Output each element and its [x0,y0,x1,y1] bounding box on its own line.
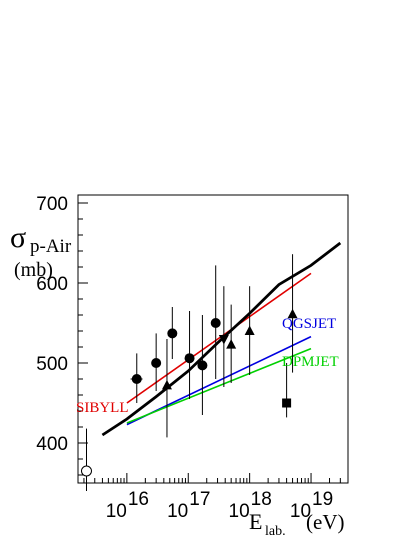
x-tick-exponent: 18 [251,489,272,510]
data-point-circle [210,265,221,379]
y-axis-unit: (mb) [14,259,53,281]
y-tick-label: 600 [36,274,68,295]
y-axis-symbol: σ [10,221,26,254]
y-ticks: 400 500 600 700 [36,194,88,476]
plot-frame [77,194,349,484]
curve-label-sibyll: SIBYLL [76,400,129,416]
x-tick-label: 10 [167,501,188,522]
curve-labels: SIBYLL QGSJET DPMJET [76,316,339,416]
marker-circle [184,353,195,364]
data-point-triangle-up [226,304,237,383]
marker-triangle-up [161,379,172,390]
curve-label-qgsjet: QGSJET [282,316,336,332]
x-tick-exponent: 16 [128,489,149,510]
data-point-triangle-up [287,254,298,373]
data-point-circle [184,311,195,399]
data-point-circle [130,353,143,403]
marker-circle [210,318,221,328]
model-curves [101,241,342,437]
data-point-triangle-down [218,286,229,387]
curve-dpmjet [126,347,312,424]
y-tick-label: 500 [36,354,68,375]
x-axis-subscript: lab. [265,524,286,539]
y-tick-label: 700 [36,194,68,215]
marker-circle [151,358,162,368]
marker-triangle-up [226,339,237,349]
x-tick-label: 10 [290,501,311,522]
x-tick-label: 10 [229,501,250,522]
data-point-open-circle [80,428,92,491]
x-tick-label: 10 [106,501,127,522]
y-axis-title: σ p-Air (mb) [10,221,72,281]
curve-label-dpmjet: DPMJET [282,354,339,370]
data-point-circle [151,333,162,391]
data-point-triangle-up [161,339,172,438]
x-axis-title: E lab. (eV) [249,509,344,539]
x-tick-exponent: 19 [312,489,333,510]
x-axis-unit: (eV) [306,510,344,534]
data-point-circle [167,307,178,359]
marker-square [282,398,292,408]
marker-circle [131,374,142,384]
y-tick-label: 400 [36,434,68,455]
marker-open-circle [80,465,92,477]
x-axis-symbol: E [249,509,262,534]
marker-triangle-up [287,308,298,319]
data-points [80,254,298,491]
marker-triangle-up [244,325,255,335]
curve-sibyll [126,272,312,404]
curve-fit [101,241,342,437]
marker-triangle-down [218,335,229,345]
marker-circle [167,328,178,339]
marker-circle [197,360,208,371]
x-tick-exponent: 17 [189,489,210,510]
data-point-square [282,363,292,418]
y-axis-subscript: p-Air [30,236,72,257]
data-point-circle [197,315,208,415]
data-point-triangle-up [244,286,255,375]
